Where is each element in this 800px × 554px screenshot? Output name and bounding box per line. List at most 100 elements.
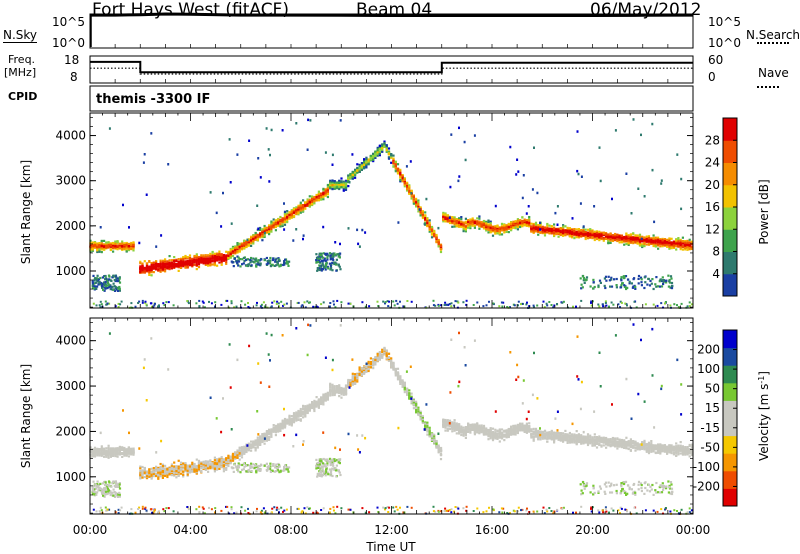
range-cell <box>604 275 608 278</box>
range-cell <box>690 240 694 243</box>
range-cell <box>342 182 345 185</box>
range-cell <box>229 252 232 256</box>
range-cell <box>188 262 192 265</box>
range-cell <box>236 153 239 156</box>
range-cell <box>385 150 388 153</box>
range-cell <box>550 304 553 306</box>
range-cell <box>117 287 120 290</box>
range-cell <box>509 145 512 149</box>
range-cell <box>270 220 273 223</box>
range-cell <box>154 302 156 305</box>
range-cell <box>141 299 144 302</box>
range-cell <box>222 259 225 262</box>
range-cell <box>661 243 664 246</box>
range-cell <box>615 284 618 287</box>
range-cell <box>378 144 381 147</box>
range-cell <box>340 186 343 189</box>
range-cell <box>443 304 446 306</box>
range-cell <box>168 268 171 271</box>
range-cell <box>679 242 682 245</box>
range-cell <box>657 247 660 250</box>
range-cell <box>539 224 542 227</box>
range-cell <box>243 247 246 250</box>
range-cell <box>593 205 596 208</box>
range-cell <box>471 222 474 225</box>
range-cell <box>360 162 363 165</box>
range-cell <box>278 265 281 268</box>
range-cell <box>439 243 443 246</box>
range-cell <box>577 232 580 235</box>
range-cell <box>568 232 571 235</box>
range-cell <box>485 225 488 228</box>
range-cell <box>331 181 334 184</box>
range-cell <box>611 197 613 201</box>
range-cell <box>207 257 210 260</box>
range-cell <box>116 244 119 247</box>
range-cell <box>608 305 610 308</box>
range-cell <box>91 283 94 286</box>
range-cell <box>650 240 653 243</box>
range-cell <box>320 193 323 196</box>
range-cell <box>553 231 556 234</box>
range-cell <box>107 243 110 246</box>
range-cell <box>248 139 251 142</box>
range-cell <box>584 231 587 234</box>
range-cell <box>324 266 327 269</box>
range-cell <box>399 300 401 303</box>
range-cell <box>150 262 153 265</box>
range-cell <box>546 224 549 227</box>
range-cell <box>543 234 547 237</box>
range-cell <box>117 306 120 308</box>
range-cell <box>500 226 504 230</box>
range-cell <box>127 249 130 252</box>
range-cell <box>204 263 207 266</box>
range-cell <box>112 447 115 450</box>
range-cell <box>257 263 260 266</box>
range-cell <box>97 278 101 281</box>
range-cell <box>109 447 112 451</box>
range-cell <box>675 248 678 251</box>
range-cell <box>277 222 280 226</box>
range-cell <box>275 264 278 267</box>
range-cell <box>586 237 590 240</box>
range-cell <box>397 221 400 224</box>
range-cell <box>315 253 318 256</box>
range-cell <box>553 223 556 226</box>
range-cell <box>127 247 130 250</box>
range-cell <box>457 301 460 304</box>
range-cell <box>231 252 235 255</box>
range-cell <box>295 210 298 213</box>
range-cell <box>286 213 289 216</box>
range-cell <box>458 219 461 222</box>
range-cell <box>269 262 272 265</box>
range-cell <box>521 220 524 223</box>
range-cell <box>334 261 337 264</box>
range-cell <box>659 245 662 248</box>
range-cell <box>308 301 310 304</box>
range-cell <box>242 262 245 265</box>
range-cell <box>100 451 103 454</box>
range-cell <box>103 449 106 452</box>
range-cell <box>307 118 310 122</box>
freq-line <box>90 60 693 74</box>
range-cell <box>235 305 238 308</box>
range-cell <box>226 299 229 302</box>
range-cell <box>439 247 443 251</box>
range-cell <box>92 274 95 277</box>
range-cell <box>96 285 99 288</box>
range-cell <box>227 254 230 257</box>
range-cell <box>144 301 147 304</box>
range-cell <box>617 303 620 306</box>
range-cell <box>647 238 651 242</box>
range-cell <box>580 229 583 232</box>
range-cell <box>277 218 280 221</box>
range-cell <box>100 452 103 455</box>
range-cell <box>629 233 632 236</box>
range-cell <box>93 287 96 290</box>
range-cell <box>141 268 144 271</box>
range-cell <box>283 303 286 306</box>
range-cell <box>381 145 384 148</box>
range-cell <box>164 260 167 263</box>
range-cell <box>376 151 379 154</box>
